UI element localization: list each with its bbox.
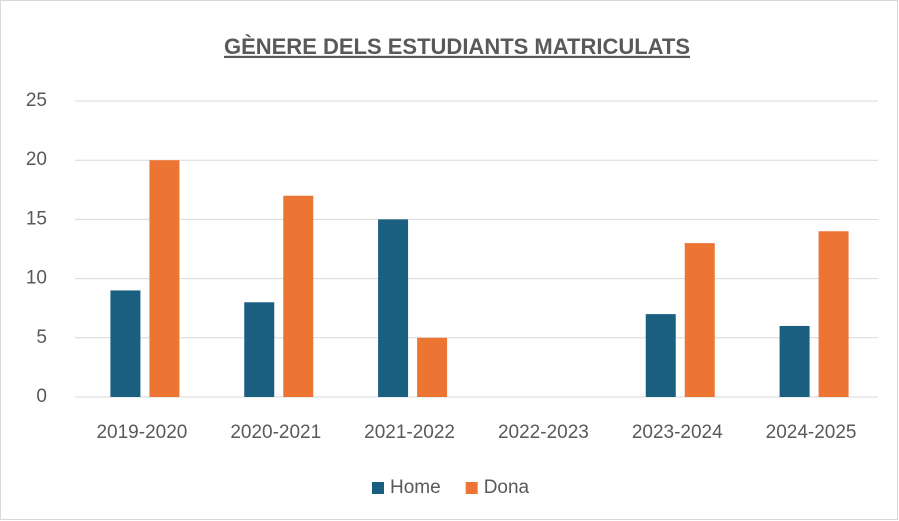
y-tick-label: 5 <box>36 327 47 348</box>
y-tick-label: 0 <box>36 386 47 407</box>
bar <box>110 290 141 397</box>
x-tick-label: 2021-2022 <box>364 422 455 443</box>
x-tick-label: 2020-2021 <box>230 422 321 443</box>
y-tick-label: 20 <box>26 149 47 170</box>
legend-label: Dona <box>484 477 530 498</box>
y-tick-label: 25 <box>26 90 47 111</box>
legend-swatch <box>465 482 478 494</box>
bar <box>779 325 810 397</box>
bar <box>283 195 314 397</box>
x-tick-label: 2022-2023 <box>498 422 589 443</box>
bar <box>417 337 448 397</box>
y-tick-label: 15 <box>26 208 47 229</box>
x-tick-label: 2023-2024 <box>632 422 723 443</box>
chart-title: GÈNERE DELS ESTUDIANTS MATRICULATS <box>224 34 690 59</box>
x-tick-label: 2024-2025 <box>766 422 857 443</box>
bar <box>244 302 275 397</box>
y-tick-label: 10 <box>26 268 47 289</box>
bar <box>149 160 180 397</box>
x-tick-label: 2019-2020 <box>96 422 187 443</box>
bar <box>684 243 715 397</box>
bar <box>645 314 676 397</box>
legend-swatch <box>372 482 384 494</box>
legend-label: Home <box>390 477 441 498</box>
bar <box>378 219 409 397</box>
bar <box>818 231 849 397</box>
